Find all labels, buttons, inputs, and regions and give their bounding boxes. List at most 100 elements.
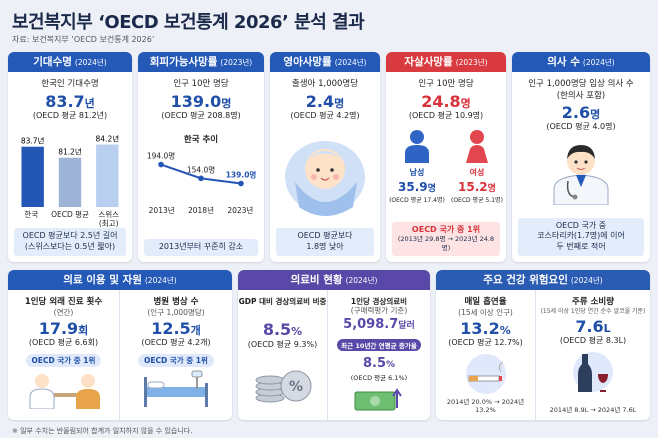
- graphic: [196, 371, 198, 390]
- graphic: [53, 393, 78, 398]
- oecd-average: (OECD 평균 4.0명): [546, 122, 616, 132]
- unit: 명: [334, 96, 345, 110]
- category-label: 2013년: [148, 206, 175, 216]
- categories: 한국 OECD 평균 스위스 (최고): [8, 210, 132, 228]
- gender-label: 여성: [469, 168, 485, 178]
- note: OECD 평균보다 1.8명 낮아: [276, 228, 374, 256]
- graphic: [392, 387, 402, 408]
- label: 1인당 외래 진료 횟수: [24, 297, 103, 307]
- graphic: [144, 377, 147, 408]
- label: GDP 대비 경상의료비 비중: [238, 297, 327, 306]
- point: [238, 180, 244, 187]
- unit: 개: [190, 323, 201, 337]
- point-label: 139.0명: [226, 170, 257, 180]
- graphic: [409, 130, 424, 145]
- note-line: 두 번째로 적어: [556, 242, 606, 252]
- oecd-average: (OECD 평균 17.4명): [389, 197, 445, 204]
- number: 13.2: [460, 318, 500, 338]
- note-line: OECD 평균보다: [297, 231, 353, 241]
- note: 2013년부터 꾸준히 감소: [144, 239, 258, 256]
- unit: 명: [487, 184, 496, 195]
- value: 83.7년: [8, 92, 132, 111]
- value: 5,098.7달러: [328, 317, 430, 333]
- graphic: [205, 383, 208, 408]
- graphic: [370, 395, 380, 406]
- unit: 명: [427, 184, 436, 195]
- card-year: (2023년): [220, 58, 253, 67]
- bar: [21, 146, 44, 208]
- unit: 회: [78, 323, 89, 337]
- panel-header: 주요 건강 위험요인 (2024년): [436, 270, 650, 290]
- card-title: 자살사망률: [404, 56, 453, 68]
- number: 8.5: [362, 355, 386, 371]
- category-label: 스위스 (최고): [98, 210, 120, 228]
- item: 1인당 경상의료비 (구매력평가 기준) 5,098.7달러 최근 10년간 연…: [328, 290, 430, 420]
- graphic: [498, 376, 502, 382]
- value: 2.6명: [512, 103, 650, 122]
- footnote: ※ 일부 수치는 반올림되어 합계가 일치하지 않을 수 있습니다.: [12, 427, 193, 435]
- graphic: [191, 370, 203, 378]
- graphic: [80, 374, 95, 389]
- number: 12.5: [151, 318, 191, 338]
- graphic: [307, 151, 343, 162]
- trend: 2014년 20.0% → 2024년 13.2%: [446, 398, 525, 414]
- item: 병원 병상 수 (인구 1,000명당) 12.5개 (OECD 평균 4.2개…: [120, 290, 232, 420]
- note-line: OECD 국가 중: [555, 220, 607, 230]
- card-title: 영아사망률: [283, 56, 332, 68]
- categories: 2013년 2018년 2023년: [138, 207, 264, 216]
- bed-illustration: [144, 370, 208, 408]
- graphic: [576, 174, 586, 187]
- oecd-average: (OECD 평균 8.3L): [559, 336, 627, 345]
- card-title: 회피가능사망률: [149, 56, 218, 68]
- value: 24.8명: [386, 92, 506, 111]
- bottle-illustration: [573, 352, 613, 393]
- label: 출생아 1,000명당: [291, 79, 359, 89]
- label: 인구 1,000명당 임상 의사 수: [528, 79, 634, 89]
- graphic: [572, 194, 578, 200]
- bar-chart: 83.7년 81.2년 84.2년: [21, 134, 119, 208]
- panel-year: (2024년): [144, 276, 177, 285]
- item: 주류 소비량 (15세 이상 1인당 연간 순수 알코올 기준) 7.6L (O…: [536, 290, 650, 420]
- graphic: [333, 174, 339, 181]
- number: 15.2: [458, 180, 488, 195]
- oecd-average: (OECD 평균 10.9명): [408, 110, 484, 120]
- note-line: (2013년 29.8명 → 2023년 24.8명): [397, 235, 495, 253]
- number: 17.9: [38, 318, 79, 338]
- unit: %: [386, 359, 396, 370]
- item: GDP 대비 경상의료비 비중 8.5% (OECD 평균 9.3%) %: [238, 290, 328, 420]
- expenditure-panel: 의료비 현황 (2024년) GDP 대비 경상의료비 비중 8.5% (OECD…: [238, 270, 430, 420]
- graphic: [280, 370, 311, 402]
- gender-row: 남성 35.9명 (OECD 평균 17.4명) 여성 15.2명 (OECD …: [386, 129, 506, 204]
- graphic: [578, 354, 592, 393]
- value: 15.2명: [451, 180, 503, 195]
- oecd-average: (OECD 평균 81.2년): [32, 110, 108, 120]
- graphic: [404, 145, 429, 164]
- avoidable-mortality-card: 회피가능사망률 (2023년) 인구 10만 명당 139.0명 (OECD 평균…: [138, 52, 264, 262]
- panel-header: 의료비 현황 (2024년): [238, 270, 430, 290]
- number: 8.5: [262, 320, 292, 340]
- graphic: [255, 375, 284, 385]
- bar-label: 81.2년: [58, 147, 82, 157]
- consultation-illustration: [29, 374, 100, 410]
- category-label: OECD 평균: [51, 210, 89, 220]
- graphic: [311, 174, 317, 181]
- sublabel: (구매력평가 기준): [350, 306, 408, 316]
- graphic: [34, 374, 49, 389]
- category-label: 2018년: [187, 206, 214, 216]
- note: OECD 국가 중 1위 (2013년 29.8명 → 2023년 24.8명): [392, 221, 500, 256]
- unit: 달러: [398, 321, 415, 332]
- category-label: 2023년: [227, 206, 254, 216]
- value: 139.0명: [138, 92, 264, 111]
- oecd-average: (OECD 평균 5.1명): [450, 197, 503, 204]
- unit: 명: [460, 96, 471, 110]
- label: 인구 10만 명당: [173, 79, 229, 89]
- number: 139.0: [170, 91, 222, 111]
- unit: %: [291, 325, 303, 339]
- panel-year: (2024년): [345, 276, 378, 285]
- note-line: (스위스보다는 0.5년 짧아): [24, 242, 116, 252]
- oecd-average: (OECD 평균 6.1%): [350, 373, 408, 382]
- graphic: [255, 375, 284, 403]
- panel-year: (2024년): [570, 276, 603, 285]
- number: 24.8: [421, 91, 461, 111]
- male-icon: [404, 130, 429, 164]
